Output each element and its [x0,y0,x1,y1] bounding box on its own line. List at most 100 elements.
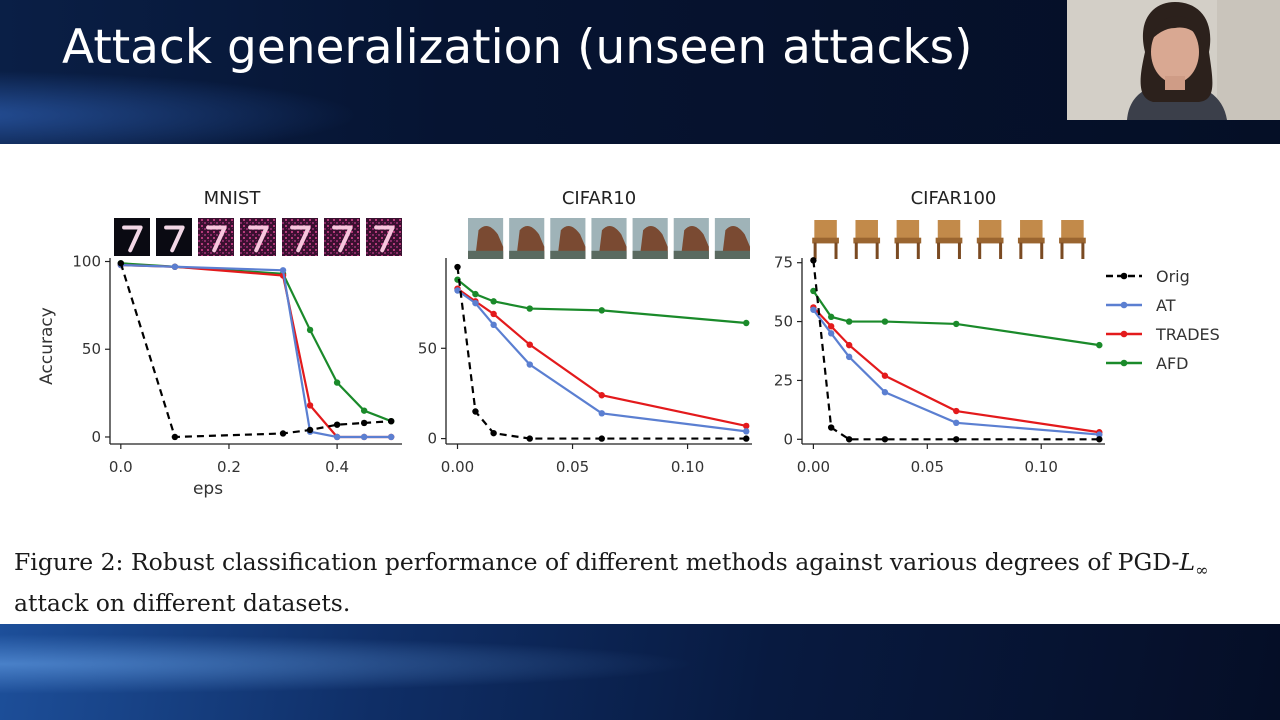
series-line-at [456,289,747,433]
y-tick-label: 75 [774,254,793,272]
legend-item-orig: Orig [1106,267,1190,286]
data-point-afd [953,320,960,328]
data-point-at [845,353,853,361]
x-tick-label: 0.00 [441,458,474,476]
legend-swatch-marker [1120,272,1128,280]
digit-seven-glyph [122,225,143,253]
horse-head-shape [475,226,504,259]
legend-swatch-marker [1120,301,1128,309]
data-point-orig [953,436,960,443]
series-line-at [120,263,392,439]
caption-math-symbol: L [1179,548,1196,576]
data-point-at [743,428,750,435]
data-point-afd [810,287,817,295]
x-tick-label: 0.00 [797,458,830,476]
y-tick-label: 100 [72,253,101,271]
data-point-at [360,433,368,441]
data-point-trades [490,310,497,318]
data-point-at [881,389,889,396]
thumbnail-ground [550,250,586,259]
data-point-at [827,330,835,337]
data-point-at [1096,431,1103,438]
data-point-trades [953,407,960,415]
data-point-trades [827,323,835,330]
y-tick-label: 0 [91,428,101,446]
data-point-afd [598,307,605,314]
sample-thumbnail [632,218,668,259]
caption-text: Figure 2: Robust classification performa… [14,548,1180,576]
x-tick-label: 0.05 [556,458,589,476]
figure-charts: MNIST 0.0 0.2 0.4 0 50 100 eps Accuracy CIFAR10 0.… [37,188,1220,499]
chair-back [937,220,961,239]
thumbnail-ground [714,250,750,259]
sample-thumbnail [324,218,360,256]
legend-swatch-marker [1120,330,1128,338]
digit-seven-glyph [332,225,353,253]
sample-image-strips [114,218,1090,259]
sample-thumbnail [550,218,586,259]
chair-back [814,220,837,239]
legend: Orig AT TRADES AFD [1106,267,1220,373]
series-line-afd [456,278,747,325]
chart-cifar10: CIFAR10 0.00 0.05 0.10 0 50 [418,188,752,476]
chair-leg [813,242,817,259]
sample-thumbnail [890,218,926,259]
chair-seat [976,237,1004,244]
horse-head-shape [516,226,545,259]
y-tick-label: 50 [82,340,101,358]
chair-leg [957,242,961,259]
chair-leg [1019,242,1023,259]
data-point-at [598,410,605,417]
series-line-trades [456,287,747,428]
data-point-at [387,433,395,441]
series-line-trades [120,263,392,439]
presenter-image [1067,0,1280,120]
series-line-trades [812,306,1100,434]
data-point-at [279,267,287,274]
data-point-orig [598,435,605,442]
horse-head-shape [557,226,586,259]
x-tick-label: 0.0 [109,458,133,476]
slide-header-background: Attack generalization (unseen attacks) [0,0,1280,144]
chair-seat [812,237,839,244]
chair-leg [937,242,941,259]
digit-seven-glyph [374,225,395,253]
chair-seat [894,237,922,244]
chair-leg [1081,242,1085,259]
legend-item-afd: AFD [1106,354,1188,373]
horse-head-shape [598,226,627,259]
data-point-orig [1096,436,1103,443]
data-point-trades [845,341,853,349]
series-line-orig [119,262,392,439]
series-line-at [812,309,1100,436]
chair-seat [935,237,963,244]
chart-cifar100: CIFAR100 0.00 0.05 0.10 0 25 50 75 [774,188,1105,476]
series-line-orig [456,266,747,440]
data-point-at [171,263,179,270]
y-tick-label: 0 [783,430,793,448]
chair-back [1061,220,1084,239]
chair-back [896,220,920,239]
digit-seven-glyph [164,225,185,253]
y-tick-label: 50 [418,339,437,357]
data-point-at [526,361,533,368]
sample-thumbnail [972,218,1008,259]
data-point-trades [743,422,750,430]
digit-seven-glyph [248,225,269,253]
x-tick-label: 0.05 [911,458,944,476]
data-point-afd [333,379,341,386]
chair-leg [978,242,982,259]
caption-text-tail: attack on different datasets. [14,588,351,617]
data-point-orig [881,436,889,443]
data-point-afd [490,298,497,305]
footer-light-streak [0,634,700,694]
sample-thumbnail [591,218,627,259]
sample-thumbnail [1054,218,1090,259]
digit-seven-glyph [290,225,311,253]
x-tick-label: 0.10 [671,458,704,476]
data-point-trades [881,372,889,379]
chair-leg [999,242,1003,259]
thumbnail-ground [632,250,668,259]
legend-label: Orig [1156,267,1190,286]
data-point-afd [472,290,479,298]
